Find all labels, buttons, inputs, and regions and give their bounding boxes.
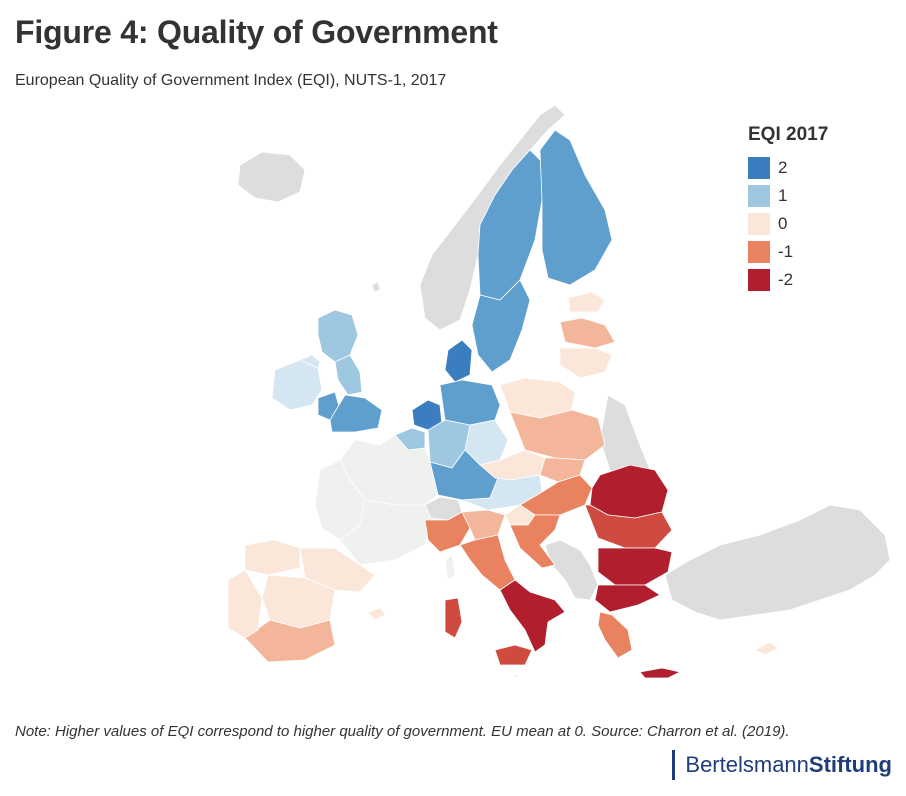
legend-title: EQI 2017 — [748, 124, 829, 145]
region-france-south — [339, 499, 433, 566]
region-portugal — [227, 569, 263, 639]
region-balearic-islands — [367, 607, 387, 621]
region-southern-england — [329, 394, 383, 433]
region-romania-north — [589, 464, 669, 519]
legend-swatch — [748, 157, 770, 179]
region-greece-north — [594, 584, 661, 613]
bertelsmann-stiftung-logo: BertelsmannStiftung — [672, 750, 892, 780]
region-germany-north — [439, 379, 501, 426]
region-spain-northwest — [244, 539, 301, 576]
legend-swatch — [748, 213, 770, 235]
region-finland — [539, 129, 613, 286]
region-croatia — [509, 514, 561, 569]
region-sicily — [494, 644, 533, 666]
legend-item-minus-2: -2 — [748, 266, 828, 294]
region-spain-south — [244, 619, 336, 663]
region-italy-south — [499, 579, 566, 653]
legend-item-2: 2 — [748, 154, 828, 182]
source-note: Note: Higher values of EQI correspond to… — [15, 723, 790, 740]
map-legend: EQI 2017 2 1 0 -1 -2 — [748, 124, 828, 294]
legend-swatch — [748, 241, 770, 263]
region-sardinia — [444, 597, 463, 639]
region-bulgaria — [597, 547, 673, 586]
legend-label: -2 — [778, 270, 794, 289]
legend-label: 1 — [778, 186, 788, 205]
legend-label: 2 — [778, 158, 788, 177]
figure-subtitle: European Quality of Government Index (EQ… — [15, 72, 447, 89]
region-italy-northwest — [424, 511, 471, 553]
legend-label: -1 — [778, 242, 794, 261]
region-scotland — [317, 309, 359, 363]
legend-item-1: 1 — [748, 182, 828, 210]
region-romania-south — [584, 504, 673, 549]
region-iceland — [237, 151, 306, 203]
region-turkey — [664, 504, 891, 621]
logo-part2: Stiftung — [808, 752, 892, 777]
region-italy-center — [459, 534, 516, 591]
legend-item-minus-1: -1 — [748, 238, 828, 266]
region-greece-south — [597, 611, 633, 659]
region-sweden-north — [477, 149, 546, 301]
region-belarus-ukraine — [599, 394, 651, 479]
region-poland-south — [509, 409, 606, 461]
region-malta — [511, 673, 519, 679]
region-denmark — [444, 339, 473, 383]
region-norway — [419, 104, 566, 331]
figure-title: Figure 4: Quality of Government — [15, 14, 498, 50]
region-northern-england — [334, 354, 363, 396]
legend-swatch — [748, 185, 770, 207]
region-estonia — [567, 291, 606, 313]
region-latvia — [559, 317, 616, 349]
region-northern-ireland — [299, 354, 321, 369]
region-lithuania — [559, 347, 613, 379]
legend-label: 0 — [778, 214, 788, 233]
region-cyprus — [754, 641, 779, 656]
legend-swatch — [748, 269, 770, 291]
region-sweden-south — [471, 279, 531, 373]
legend-item-0: 0 — [748, 210, 828, 238]
region-northern-scotland-islands — [371, 281, 381, 293]
logo-text: BertelsmannStiftung — [685, 752, 892, 778]
region-ireland — [271, 359, 323, 411]
region-crete — [639, 667, 681, 679]
europe-choropleth-map — [227, 104, 891, 679]
region-western-balkans — [544, 539, 599, 601]
region-corsica — [444, 554, 456, 581]
logo-part1: Bertelsmann — [685, 752, 809, 777]
